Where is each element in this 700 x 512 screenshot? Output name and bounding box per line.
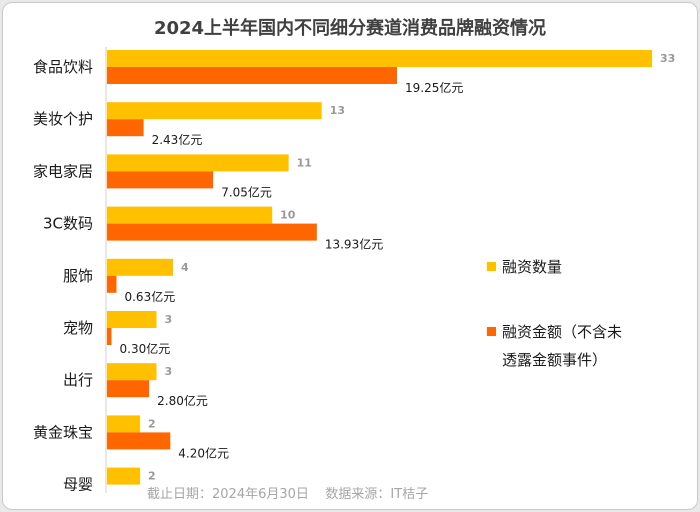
amount-bar bbox=[107, 67, 397, 84]
category-label: 母婴 bbox=[63, 476, 93, 494]
count-value-label: 33 bbox=[660, 52, 675, 65]
count-bar bbox=[107, 50, 652, 67]
amount-value-label: 4.20亿元 bbox=[178, 445, 229, 460]
count-bar bbox=[107, 415, 141, 433]
amount-value-label: 2.80亿元 bbox=[157, 393, 208, 408]
amount-value-label: 0.63亿元 bbox=[124, 289, 175, 304]
amount-bar bbox=[107, 275, 117, 293]
count-bar bbox=[107, 363, 157, 381]
count-bar bbox=[107, 154, 289, 172]
category-label: 家电家居 bbox=[33, 162, 93, 180]
category-label: 服饰 bbox=[63, 267, 93, 285]
bar-chart: 2024上半年国内不同细分赛道消费品牌融资情况 食品饮料 3319.25亿元美妆个… bbox=[33, 17, 675, 502]
legend-swatch-count bbox=[487, 262, 496, 271]
legend: 融资数量 融资金额（不含未 透露金额事件） bbox=[487, 258, 622, 369]
amount-value-label: 0.30亿元 bbox=[120, 341, 171, 356]
amount-bar bbox=[107, 432, 171, 450]
count-bar bbox=[107, 467, 141, 485]
amount-bar bbox=[107, 380, 150, 398]
amount-bar bbox=[107, 119, 144, 137]
legend-label-amount-line1: 融资金额（不含未 bbox=[502, 323, 622, 341]
count-value-label: 13 bbox=[330, 104, 345, 117]
count-value-label: 3 bbox=[165, 365, 173, 378]
amount-bar bbox=[107, 328, 112, 345]
count-bar bbox=[107, 206, 273, 224]
amount-bar bbox=[107, 171, 214, 189]
count-value-label: 2 bbox=[148, 417, 156, 430]
count-bar bbox=[107, 102, 322, 120]
category-label: 美妆个护 bbox=[33, 110, 93, 128]
chart-title: 2024上半年国内不同细分赛道消费品牌融资情况 bbox=[154, 17, 546, 39]
count-value-label: 10 bbox=[280, 209, 296, 222]
category-label: 食品饮料 bbox=[33, 58, 93, 76]
count-bar bbox=[107, 258, 174, 276]
amount-value-label: 7.05亿元 bbox=[221, 184, 272, 199]
count-value-label: 2 bbox=[148, 470, 156, 483]
source-note: 截止日期：2024年6月30日 数据来源：IT桔子 bbox=[147, 487, 428, 502]
amount-value-label: 13.93亿元 bbox=[325, 237, 383, 252]
count-value-label: 4 bbox=[181, 261, 189, 274]
amount-value-label: 19.25亿元 bbox=[405, 80, 463, 95]
category-label: 黄金珠宝 bbox=[33, 423, 93, 441]
count-value-label: 11 bbox=[297, 156, 312, 169]
legend-label-amount-line2: 透露金额事件） bbox=[502, 351, 607, 369]
category-label: 3C数码 bbox=[43, 215, 93, 233]
category-label: 宠物 bbox=[63, 319, 93, 337]
count-value-label: 3 bbox=[165, 313, 173, 326]
legend-label-count: 融资数量 bbox=[502, 258, 562, 276]
count-bar bbox=[107, 311, 157, 328]
amount-bar bbox=[107, 223, 317, 241]
legend-swatch-amount bbox=[487, 327, 496, 336]
category-label: 出行 bbox=[63, 371, 93, 389]
amount-value-label: 2.43亿元 bbox=[152, 132, 203, 147]
